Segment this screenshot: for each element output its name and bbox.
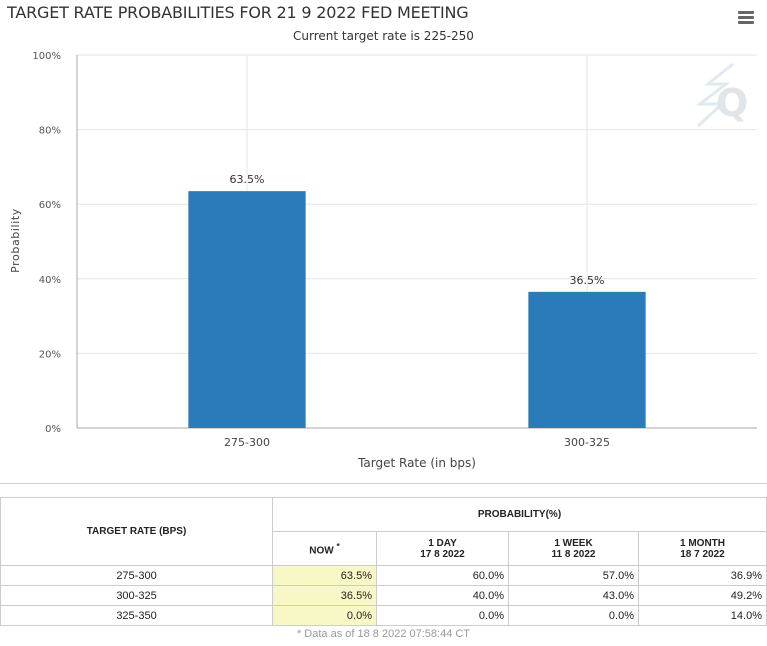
row-1month: 14.0% <box>638 605 767 626</box>
y-axis-title: Probability <box>9 208 22 273</box>
row-1week: 0.0% <box>508 605 639 626</box>
row-rate: 300-325 <box>0 585 273 606</box>
y-tick-label: 0% <box>45 424 61 435</box>
chart-subtitle: Current target rate is 225-250 <box>293 29 474 43</box>
col-now-header: NOW * <box>272 531 377 566</box>
y-tick-label: 100% <box>32 51 61 62</box>
watermark-logo: Q <box>695 62 748 128</box>
now-footnote-mark: * <box>336 540 340 551</box>
row-rate: 275-300 <box>0 565 273 586</box>
hamburger-menu-icon[interactable] <box>738 11 754 25</box>
table-row: 325-350 0.0% 0.0% 0.0% 14.0% <box>0 605 767 626</box>
bar <box>188 191 306 428</box>
col-1week-date: 11 8 2022 <box>551 548 596 560</box>
col-1day-label: 1 DAY <box>428 537 457 549</box>
target-rate-header: TARGET RATE (BPS) <box>0 497 273 566</box>
probability-header: PROBABILITY(%) <box>272 497 767 532</box>
row-1day: 0.0% <box>376 605 509 626</box>
col-1week-label: 1 WEEK <box>554 537 593 549</box>
row-1day: 60.0% <box>376 565 509 586</box>
x-tick-label: 300-325 <box>564 436 610 449</box>
row-now: 36.5% <box>272 585 377 606</box>
row-1month: 36.9% <box>638 565 767 586</box>
probability-table: TARGET RATE (BPS) PROBABILITY(%) NOW * 1… <box>0 497 767 626</box>
section-divider <box>0 483 767 484</box>
y-tick-label: 20% <box>39 349 61 360</box>
x-axis-title: Target Rate (in bps) <box>357 456 476 470</box>
row-1month: 49.2% <box>638 585 767 606</box>
x-tick-label: 275-300 <box>224 436 270 449</box>
row-rate: 325-350 <box>0 605 273 626</box>
y-tick-label: 60% <box>39 200 61 211</box>
data-label: 63.5% <box>230 173 265 186</box>
row-now: 63.5% <box>272 565 377 586</box>
svg-text:Q: Q <box>716 81 748 125</box>
col-1month-header: 1 MONTH 18 7 2022 <box>638 531 767 566</box>
col-now-label: NOW <box>309 545 334 557</box>
row-1week: 43.0% <box>508 585 639 606</box>
row-1day: 40.0% <box>376 585 509 606</box>
col-1day-date: 17 8 2022 <box>420 548 465 560</box>
col-1day-header: 1 DAY 17 8 2022 <box>376 531 509 566</box>
row-now: 0.0% <box>272 605 377 626</box>
bar-chart: Q 0% 20% 40% 60% 80% 100% 63.5% 275-300 36.5% 300… <box>9 51 757 470</box>
data-timestamp-footnote: * Data as of 18 8 2022 07:58:44 CT <box>296 628 471 640</box>
data-label: 36.5% <box>570 274 605 287</box>
table-row: 275-300 63.5% 60.0% 57.0% 36.9% <box>0 565 767 586</box>
col-1week-header: 1 WEEK 11 8 2022 <box>508 531 639 566</box>
bar <box>528 291 646 428</box>
col-1month-label: 1 MONTH <box>680 537 725 549</box>
row-1week: 57.0% <box>508 565 639 586</box>
table-row: 300-325 36.5% 40.0% 43.0% 49.2% <box>0 585 767 606</box>
y-tick-label: 80% <box>39 126 61 137</box>
y-tick-label: 40% <box>39 275 61 286</box>
col-1month-date: 18 7 2022 <box>680 548 725 560</box>
chart-title: TARGET RATE PROBABILITIES FOR 21 9 2022 … <box>7 3 469 22</box>
